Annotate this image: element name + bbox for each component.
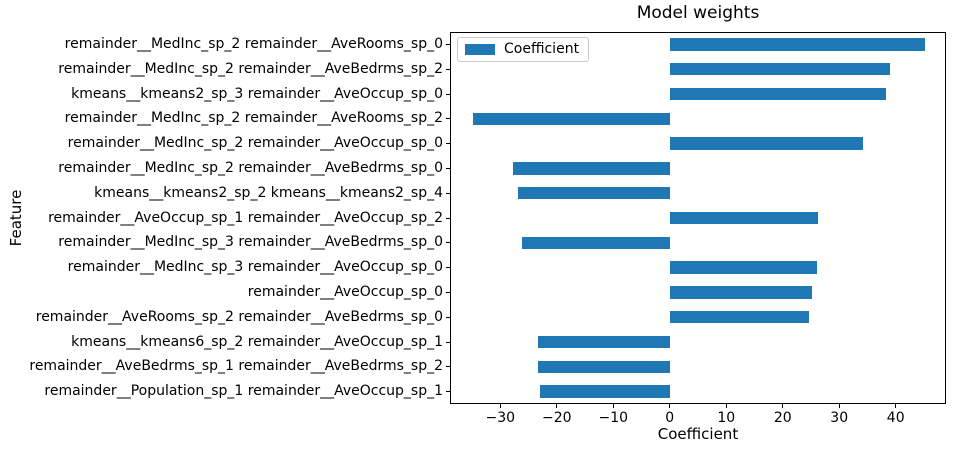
y-tick-label: remainder__AveRooms_sp_2 remainder__AveB… bbox=[35, 308, 443, 325]
x-tick-label: −10 bbox=[598, 410, 629, 426]
x-tick-mark bbox=[838, 404, 840, 408]
bar bbox=[669, 63, 890, 76]
bar bbox=[669, 261, 818, 274]
y-tick-mark bbox=[446, 391, 450, 393]
y-tick-label: remainder__Population_sp_1 remainder__Av… bbox=[44, 383, 443, 400]
x-tick-mark bbox=[556, 404, 558, 408]
x-tick-label: 40 bbox=[886, 410, 905, 426]
y-tick-mark bbox=[446, 242, 450, 244]
y-tick-label: remainder__AveBedrms_sp_1 remainder__Ave… bbox=[29, 358, 443, 375]
bar bbox=[669, 211, 819, 225]
y-tick-mark bbox=[446, 43, 450, 45]
x-tick-label: −30 bbox=[485, 410, 516, 426]
y-tick-label: remainder__MedInc_sp_2 remainder__AveRoo… bbox=[64, 110, 443, 127]
y-tick-label: kmeans__kmeans2_sp_3 remainder__AveOccup… bbox=[71, 85, 443, 102]
y-tick-mark bbox=[446, 143, 450, 145]
x-tick-label: 0 bbox=[665, 410, 675, 426]
x-tick-mark bbox=[782, 404, 784, 408]
legend: Coefficient bbox=[457, 37, 590, 62]
bar bbox=[513, 162, 670, 175]
y-tick-mark bbox=[446, 93, 450, 95]
x-tick-label: −20 bbox=[541, 410, 572, 426]
y-axis-label: Feature bbox=[7, 189, 25, 247]
x-axis-label: Coefficient bbox=[657, 425, 739, 443]
y-tick-mark bbox=[446, 366, 450, 368]
y-tick-mark bbox=[446, 118, 450, 120]
x-tick-mark bbox=[669, 404, 671, 408]
x-tick-label: 10 bbox=[717, 410, 736, 426]
y-tick-label: remainder__MedInc_sp_3 remainder__AveOcc… bbox=[67, 259, 443, 276]
y-tick-label: kmeans__kmeans6_sp_2 remainder__AveOccup… bbox=[71, 333, 443, 350]
legend-label: Coefficient bbox=[504, 41, 580, 57]
y-tick-mark bbox=[446, 341, 450, 343]
y-tick-mark bbox=[446, 267, 450, 269]
y-tick-mark bbox=[446, 316, 450, 318]
y-tick-mark bbox=[446, 192, 450, 194]
x-tick-mark bbox=[725, 404, 727, 408]
bar bbox=[669, 87, 887, 101]
y-tick-mark bbox=[446, 217, 450, 219]
bar bbox=[521, 236, 670, 249]
bar bbox=[669, 38, 925, 51]
y-tick-label: remainder__MedInc_sp_2 remainder__AveRoo… bbox=[64, 35, 443, 52]
bar bbox=[669, 286, 813, 299]
y-tick-mark bbox=[446, 167, 450, 169]
y-tick-label: remainder__AveOccup_sp_1 remainder__AveO… bbox=[48, 209, 443, 226]
x-tick-mark bbox=[612, 404, 614, 408]
y-tick-mark bbox=[446, 68, 450, 70]
y-tick-label: remainder__MedInc_sp_2 remainder__AveOcc… bbox=[67, 135, 443, 152]
y-tick-label: remainder__MedInc_sp_3 remainder__AveBed… bbox=[58, 234, 443, 251]
chart-title: Model weights bbox=[636, 3, 760, 23]
bar bbox=[538, 360, 670, 373]
bar bbox=[669, 137, 863, 150]
bar bbox=[537, 335, 670, 349]
y-tick-label: remainder__MedInc_sp_2 remainder__AveBed… bbox=[58, 159, 443, 176]
x-tick-mark bbox=[499, 404, 501, 408]
x-tick-label: 30 bbox=[830, 410, 849, 426]
bar bbox=[539, 385, 670, 398]
bar bbox=[517, 187, 670, 200]
y-tick-mark bbox=[446, 291, 450, 293]
x-tick-label: 20 bbox=[773, 410, 792, 426]
y-tick-label: remainder__MedInc_sp_2 remainder__AveBed… bbox=[58, 60, 443, 77]
y-tick-label: remainder__AveOccup_sp_0 bbox=[247, 283, 443, 300]
x-tick-mark bbox=[895, 404, 897, 408]
legend-swatch-icon bbox=[465, 44, 495, 55]
bar bbox=[472, 112, 670, 125]
bar bbox=[669, 311, 809, 324]
y-tick-label: kmeans__kmeans2_sp_2 kmeans__kmeans2_sp_… bbox=[94, 184, 443, 201]
